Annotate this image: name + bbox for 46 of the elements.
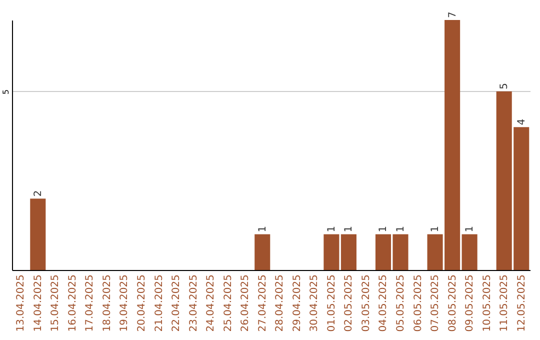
data-label: 4 [516, 118, 528, 126]
x-tick-label: 07.05.2025 [430, 274, 442, 332]
x-tick-label: 20.04.2025 [136, 274, 148, 332]
x-tick-label: 09.05.2025 [464, 274, 476, 332]
data-label: 1 [430, 226, 442, 232]
data-label: 1 [257, 226, 268, 232]
x-tick-label: 18.04.2025 [102, 274, 113, 332]
x-tick-label: 03.05.2025 [360, 274, 372, 332]
data-label: 1 [396, 226, 406, 232]
bar [340, 234, 356, 270]
x-tick-label: 14.04.2025 [32, 274, 44, 332]
bar [462, 234, 478, 270]
data-label: 1 [464, 226, 476, 232]
x-tick-label: 15.04.2025 [50, 274, 62, 332]
x-tick-label: 06.05.2025 [412, 274, 424, 332]
x-tick-label: 28.04.2025 [274, 274, 286, 332]
x-tick-label: 25.04.2025 [222, 274, 234, 332]
x-tick-label: 23.04.2025 [188, 274, 200, 332]
data-label: 1 [378, 226, 390, 232]
x-tick-label: 05.05.2025 [396, 274, 406, 332]
data-label: 1 [326, 226, 338, 232]
x-tick-label: 10.05.2025 [482, 274, 493, 332]
x-tick-label: 04.05.2025 [378, 274, 390, 332]
x-tick-label: 24.04.2025 [206, 274, 217, 332]
x-tick-label: 01.05.2025 [326, 274, 338, 332]
x-tick-label: 29.04.2025 [292, 274, 303, 332]
x-tick-label: 26.04.2025 [240, 274, 252, 332]
x-tick-label: 12.05.2025 [516, 274, 528, 332]
bar [324, 234, 340, 270]
x-tick-label: 08.05.2025 [447, 274, 458, 332]
data-label: 1 [344, 226, 355, 232]
x-tick-label: 22.04.2025 [171, 274, 182, 332]
bar [30, 198, 46, 270]
x-tick-label: 21.04.2025 [154, 274, 165, 332]
x-tick-label: 16.04.2025 [67, 274, 78, 332]
x-tick-label: 11.05.2025 [499, 274, 510, 332]
x-tick-label: 13.04.2025 [16, 274, 27, 332]
x-tick-label: 27.04.2025 [257, 274, 268, 332]
x-tick-label: 02.05.2025 [344, 274, 355, 332]
data-label: 2 [32, 190, 44, 197]
x-tick-label: 17.04.2025 [84, 274, 96, 332]
bar [254, 234, 270, 270]
x-tick-label: 30.04.2025 [309, 274, 320, 332]
x-tick-label: 19.04.2025 [119, 274, 130, 332]
data-label: 5 [499, 83, 510, 90]
data-label: 7 [447, 12, 458, 18]
